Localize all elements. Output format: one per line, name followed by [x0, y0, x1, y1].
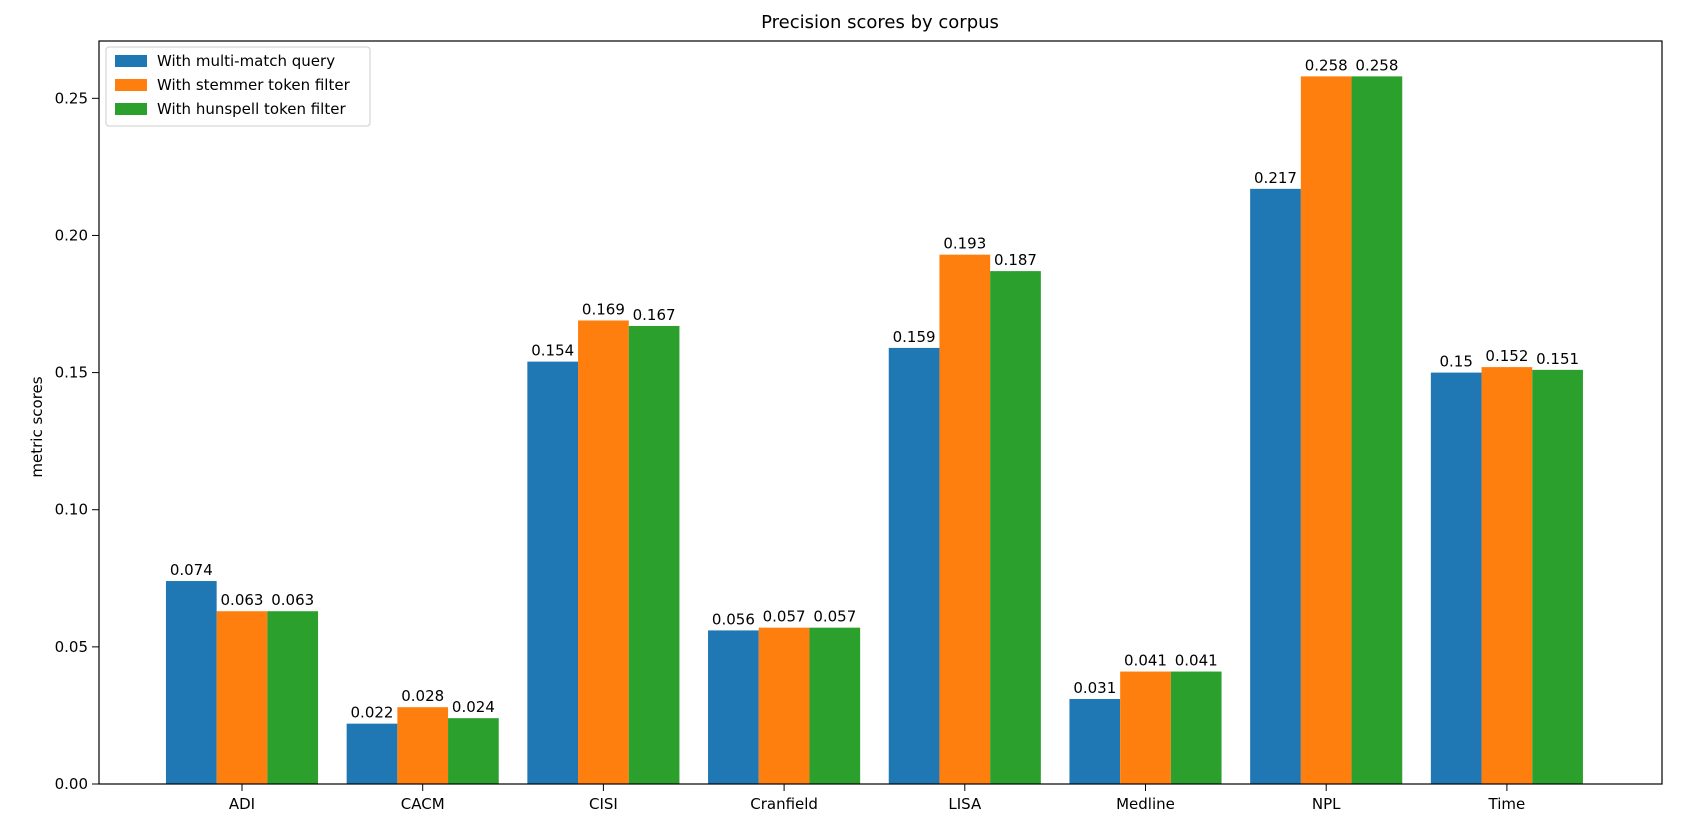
data-label: 0.056 [712, 610, 755, 628]
x-tick-label: Cranfield [750, 795, 818, 813]
data-label: 0.258 [1305, 56, 1348, 74]
legend-box [105, 46, 371, 127]
x-tick-label: LISA [948, 795, 982, 813]
data-label: 0.187 [994, 251, 1037, 269]
data-label: 0.057 [763, 608, 806, 626]
data-label: 0.041 [1124, 652, 1167, 670]
legend: With multi-match query With stemmer token… [105, 46, 371, 127]
data-label: 0.151 [1536, 350, 1579, 368]
y-tick-label: 0.20 [55, 226, 88, 244]
bar [578, 320, 629, 784]
bar [448, 718, 499, 784]
bar [216, 611, 268, 784]
x-tick-label: CACM [401, 795, 445, 813]
bar [165, 581, 217, 784]
bar [939, 254, 991, 784]
bar [1351, 76, 1403, 784]
bar [1170, 671, 1222, 784]
y-tick-label: 0.00 [55, 775, 88, 793]
x-tick-label: Time [1488, 795, 1526, 813]
bar [628, 325, 680, 784]
data-label: 0.159 [893, 328, 936, 346]
bar [397, 707, 449, 784]
y-tick-label: 0.15 [55, 364, 88, 382]
legend-swatch [115, 103, 147, 115]
data-label: 0.063 [271, 591, 314, 609]
data-label: 0.154 [531, 342, 574, 360]
x-tick-label: NPL [1312, 795, 1341, 813]
data-label: 0.193 [943, 235, 986, 253]
bar [1120, 671, 1171, 784]
data-label: 0.15 [1439, 353, 1472, 371]
data-label: 0.024 [452, 698, 495, 716]
legend-swatch [115, 79, 147, 91]
data-label: 0.152 [1485, 347, 1528, 365]
data-label: 0.167 [633, 306, 676, 324]
x-tick-label: Medline [1116, 795, 1175, 813]
bar [1532, 369, 1583, 784]
x-tick-label: ADI [229, 795, 255, 813]
x-tick-label: CISI [589, 795, 618, 813]
data-label: 0.028 [401, 687, 444, 705]
data-label: 0.063 [221, 591, 264, 609]
legend-label: With hunspell token filter [157, 100, 346, 118]
bar [1069, 698, 1121, 784]
legend-label: With multi-match query [157, 52, 335, 70]
data-label: 0.074 [170, 561, 213, 579]
data-label: 0.022 [351, 704, 394, 722]
bar [1250, 188, 1301, 785]
data-label: 0.031 [1073, 679, 1116, 697]
y-tick-label: 0.05 [55, 638, 88, 656]
data-label: 0.169 [582, 300, 625, 318]
bar [758, 627, 810, 784]
bar [990, 271, 1041, 785]
data-label: 0.041 [1175, 652, 1218, 670]
data-label: 0.057 [813, 608, 856, 626]
y-axis-label: metric scores [28, 376, 46, 477]
data-label: 0.217 [1254, 169, 1297, 187]
legend-label: With stemmer token filter [157, 76, 351, 94]
bar [267, 611, 319, 784]
y-tick-label: 0.10 [55, 501, 88, 519]
data-label: 0.258 [1355, 56, 1398, 74]
bar [1430, 372, 1482, 784]
bar [888, 347, 940, 784]
bar [346, 723, 398, 784]
plot-frame [98, 40, 1663, 785]
chart-title: Precision scores by corpus [761, 12, 999, 33]
bar [1481, 367, 1533, 784]
y-tick-label: 0.25 [55, 89, 88, 107]
legend-swatch [115, 55, 147, 67]
bar [527, 361, 579, 784]
bar [809, 627, 861, 784]
plot-area: 0.00 0.05 0.10 0.15 0.20 0.25 0.074 0.063 0.063 A… [55, 56, 1583, 813]
bar [1300, 76, 1352, 784]
bar [708, 630, 759, 784]
